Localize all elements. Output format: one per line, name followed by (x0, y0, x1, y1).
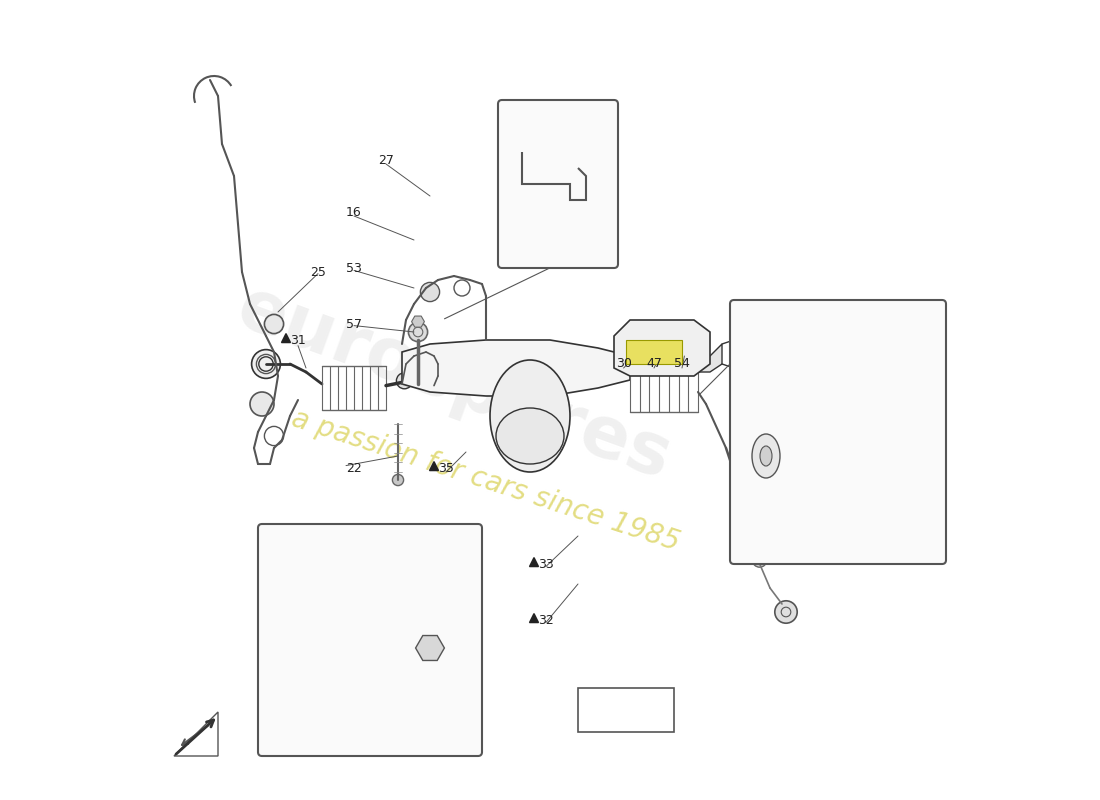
Text: 25: 25 (310, 266, 326, 278)
Polygon shape (626, 340, 682, 364)
Text: a passion for cars since 1985: a passion for cars since 1985 (288, 404, 683, 556)
Polygon shape (429, 462, 439, 470)
Text: 53: 53 (346, 262, 362, 274)
Polygon shape (416, 635, 444, 661)
Polygon shape (614, 320, 710, 376)
Text: 16: 16 (346, 206, 362, 218)
Text: 57: 57 (346, 318, 362, 330)
Polygon shape (402, 340, 630, 396)
Ellipse shape (496, 408, 564, 464)
Circle shape (774, 601, 798, 623)
Polygon shape (411, 316, 425, 327)
Polygon shape (869, 346, 879, 354)
Text: 34: 34 (342, 718, 358, 730)
Circle shape (264, 314, 284, 334)
Polygon shape (594, 704, 603, 713)
FancyBboxPatch shape (498, 100, 618, 268)
Text: = 1: = 1 (627, 704, 649, 717)
FancyBboxPatch shape (730, 300, 946, 564)
Text: 36: 36 (526, 118, 542, 130)
Text: 22: 22 (346, 462, 362, 474)
Circle shape (630, 347, 640, 357)
Text: 30: 30 (616, 358, 631, 370)
Circle shape (656, 347, 666, 357)
Circle shape (393, 474, 404, 486)
Text: V8: V8 (551, 239, 565, 249)
Circle shape (902, 450, 915, 462)
Text: 35: 35 (882, 342, 898, 354)
Polygon shape (282, 334, 290, 342)
Ellipse shape (752, 434, 780, 478)
Text: 32: 32 (538, 614, 554, 626)
Bar (578, 688, 674, 732)
Polygon shape (529, 558, 539, 566)
FancyBboxPatch shape (258, 524, 482, 756)
Circle shape (252, 350, 280, 378)
Circle shape (408, 322, 428, 342)
Text: 35: 35 (438, 462, 454, 474)
Polygon shape (698, 344, 722, 372)
Text: eurospares: eurospares (228, 274, 681, 494)
Circle shape (752, 553, 767, 567)
Circle shape (250, 392, 274, 416)
Ellipse shape (490, 360, 570, 472)
Text: 47: 47 (646, 358, 662, 370)
Text: 33: 33 (538, 558, 554, 570)
Text: 31: 31 (290, 334, 306, 346)
Polygon shape (529, 614, 539, 622)
Text: 54: 54 (674, 358, 690, 370)
Text: 27: 27 (378, 154, 394, 166)
Circle shape (420, 282, 440, 302)
Circle shape (680, 347, 690, 357)
Circle shape (396, 373, 412, 389)
Ellipse shape (760, 446, 772, 466)
Polygon shape (326, 718, 334, 726)
